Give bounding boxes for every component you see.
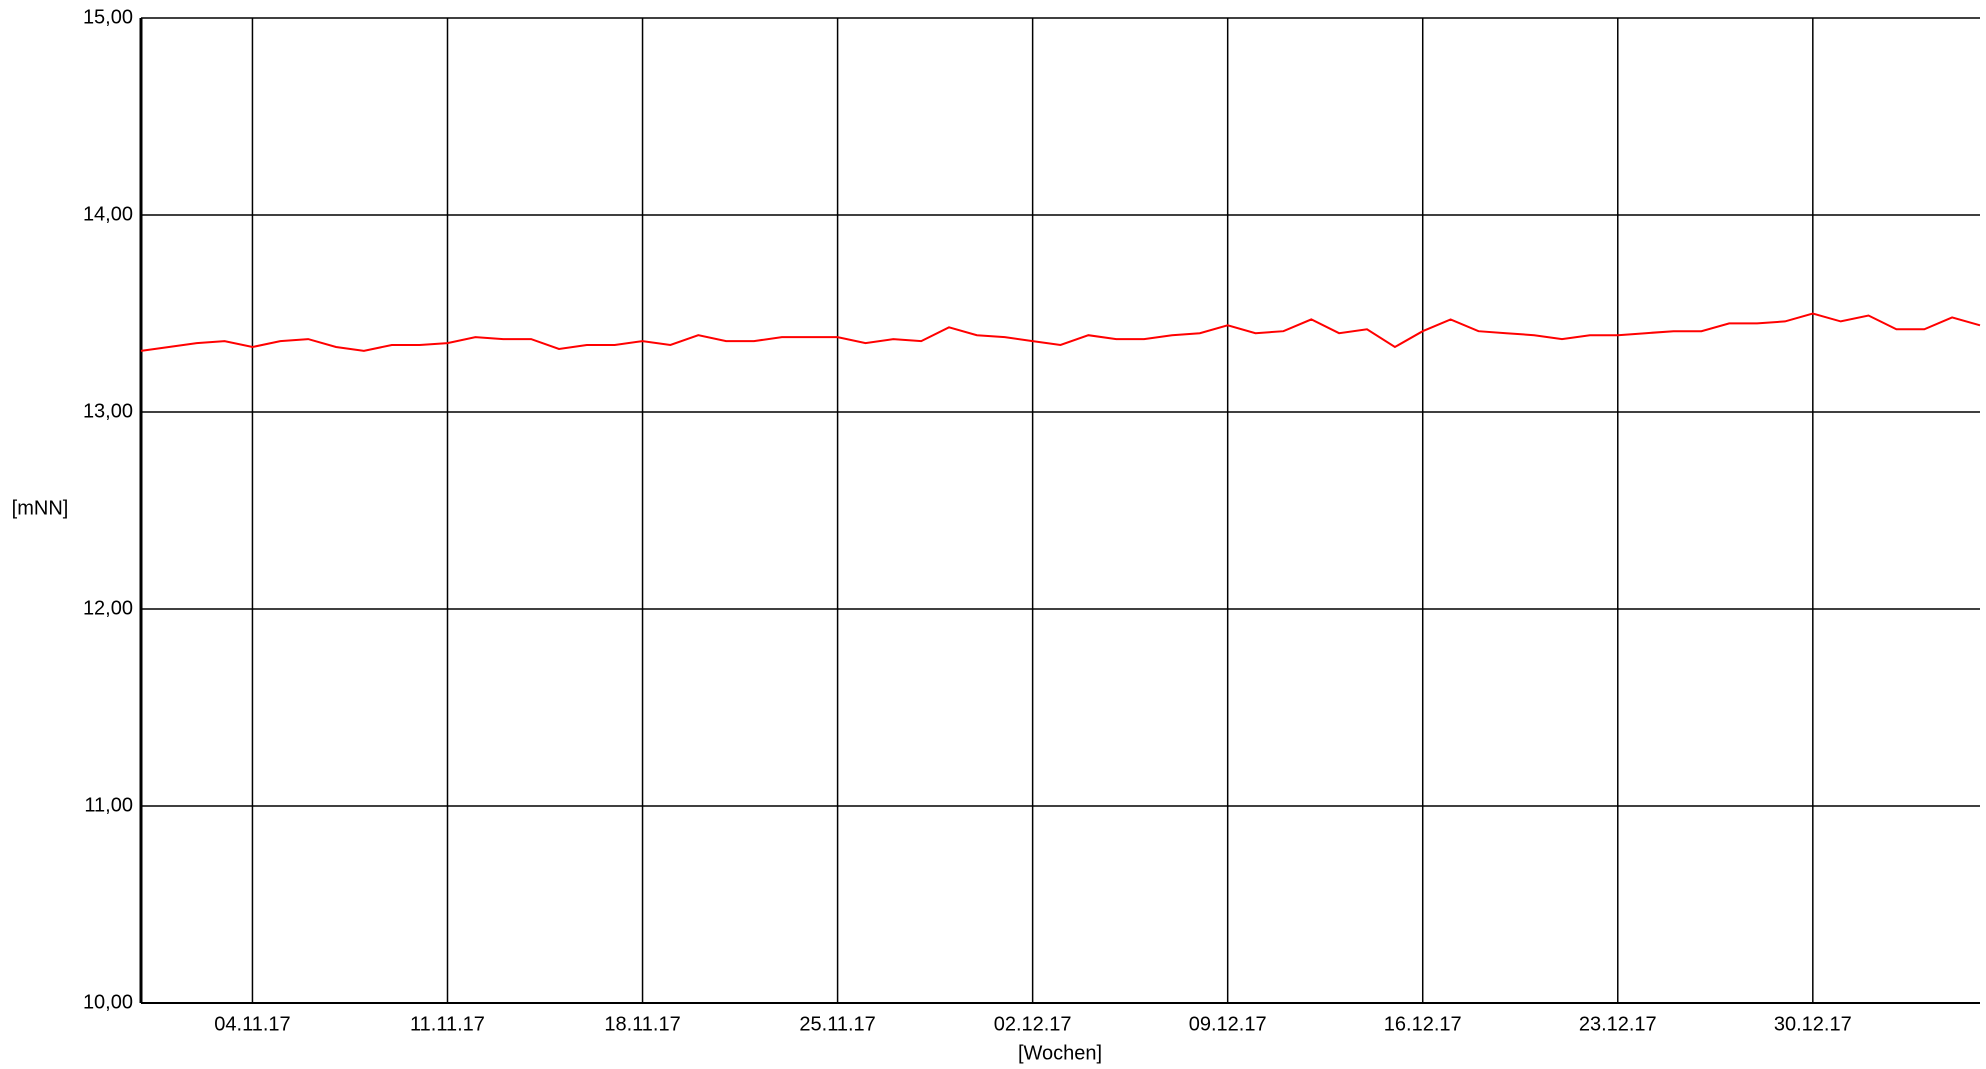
x-tick-label: 04.11.17: [214, 1013, 290, 1035]
y-tick-label: 12,00: [83, 597, 133, 619]
y-axis-label: [mNN]: [12, 497, 69, 519]
x-tick-label: 18.11.17: [604, 1013, 680, 1035]
x-tick-label: 02.12.17: [994, 1013, 1072, 1035]
y-tick-label: 13,00: [83, 400, 133, 422]
x-tick-label: 11.11.17: [410, 1013, 485, 1035]
data-line: [140, 312, 1981, 352]
x-tick-label: 30.12.17: [1774, 1013, 1852, 1035]
y-tick-label: 14,00: [83, 203, 133, 225]
x-tick-label: 25.11.17: [799, 1013, 875, 1035]
y-tick-label: 10,00: [83, 991, 133, 1013]
x-tick-label: 09.12.17: [1189, 1013, 1267, 1035]
y-tick-label: 15,00: [83, 6, 133, 28]
x-axis-label: [Wochen]: [1018, 1042, 1102, 1064]
x-tick-label: 16.12.17: [1384, 1013, 1462, 1035]
y-tick-label: 11,00: [84, 794, 133, 816]
x-tick-label: 23.12.17: [1579, 1013, 1657, 1035]
